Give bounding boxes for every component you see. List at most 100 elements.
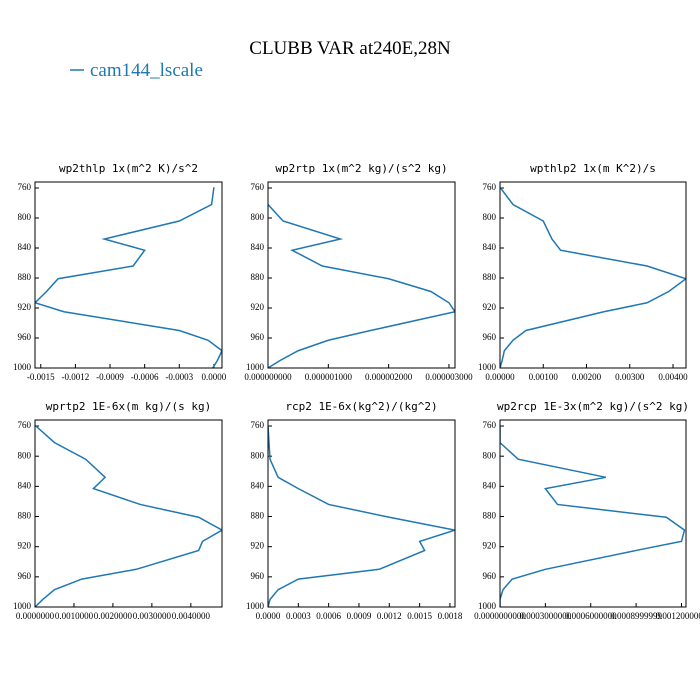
- x-tick-label: -0.0012: [62, 372, 90, 382]
- x-tick-label: 0.0000: [256, 611, 281, 621]
- x-tick-label: 0.000001000: [305, 372, 353, 382]
- panel-title: wprtp2 1E-6x(m kg)/(s kg): [46, 400, 212, 413]
- y-tick-label: 760: [251, 420, 265, 430]
- y-tick-label: 880: [18, 511, 32, 521]
- y-tick-label: 760: [18, 182, 32, 192]
- panel-title: wp2thlp 1x(m^2 K)/s^2: [59, 162, 198, 175]
- y-tick-label: 920: [18, 541, 32, 551]
- x-tick-label: 0.0012000001: [656, 611, 700, 621]
- x-tick-label: 0.00400: [658, 372, 688, 382]
- x-tick-label: 0.0009: [347, 611, 372, 621]
- y-tick-label: 840: [483, 242, 497, 252]
- y-tick-label: 920: [483, 541, 497, 551]
- panel: wp2rtp 1x(m^2 kg)/(s^2 kg) 760 800 840 880 92…: [244, 162, 473, 382]
- x-tick-label: 0.0006000000: [565, 611, 617, 621]
- x-tick-label: 0.00200: [572, 372, 602, 382]
- y-tick-label: 880: [251, 272, 265, 282]
- profile-line: [500, 425, 686, 607]
- y-tick-label: 800: [251, 212, 265, 222]
- x-tick-label: -0.0006: [131, 372, 159, 382]
- axes-frame: [34, 419, 223, 608]
- y-tick-label: 960: [483, 571, 497, 581]
- x-tick-label: 0.0020000: [94, 611, 133, 621]
- y-tick-label: 760: [483, 420, 497, 430]
- y-tick-label: 960: [251, 571, 265, 581]
- axes-frame: [34, 181, 223, 369]
- profile-line: [35, 187, 222, 368]
- y-tick-label: 840: [18, 480, 32, 490]
- panel-title: wp2rcp 1E-3x(m^2 kg)/(s^2 kg): [497, 400, 689, 413]
- panel: rcp2 1E-6x(kg^2)/(kg^2) 760 800 840 880 920 96…: [246, 400, 463, 621]
- axes-frame: [267, 181, 456, 369]
- profile-line: [500, 186, 686, 368]
- x-tick-label: 0.0000: [202, 372, 227, 382]
- x-tick-label: 0.0030000: [133, 611, 172, 621]
- y-tick-label: 760: [251, 182, 265, 192]
- x-tick-label: 0.0040000: [172, 611, 211, 621]
- x-tick-label: 0.0003000000: [519, 611, 571, 621]
- y-tick-label: 1000: [246, 601, 265, 611]
- y-tick-label: 760: [18, 420, 32, 430]
- y-tick-label: 920: [251, 302, 265, 312]
- x-tick-label: 0.0000000000: [474, 611, 526, 621]
- y-tick-label: 1000: [246, 362, 265, 372]
- x-tick-label: -0.0009: [96, 372, 124, 382]
- plot-area: [500, 425, 686, 607]
- axes-frame: [499, 181, 687, 369]
- y-tick-label: 1000: [478, 601, 497, 611]
- profile-line: [268, 203, 455, 368]
- y-tick-label: 960: [18, 571, 32, 581]
- x-tick-label: 0.000002000: [365, 372, 413, 382]
- x-tick-label: 0.0010000: [55, 611, 94, 621]
- y-tick-label: 920: [18, 302, 32, 312]
- y-tick-label: 880: [483, 272, 497, 282]
- y-tick-label: 800: [18, 212, 32, 222]
- axes-frame: [267, 419, 456, 608]
- y-tick-label: 880: [483, 511, 497, 521]
- panel-title: rcp2 1E-6x(kg^2)/(kg^2): [285, 400, 437, 413]
- profile-line: [268, 425, 455, 607]
- y-tick-label: 760: [483, 182, 497, 192]
- panel-title: wpthlp2 1x(m K^2)/s: [530, 162, 656, 175]
- x-tick-label: 0.00300: [615, 372, 645, 382]
- plot-area: [35, 187, 222, 368]
- x-tick-label: 0.00000: [485, 372, 515, 382]
- y-tick-label: 840: [251, 242, 265, 252]
- profile-line: [35, 424, 222, 607]
- plot-area: [268, 203, 455, 368]
- axes-frame: [499, 419, 687, 608]
- panel: wpthlp2 1x(m K^2)/s 760 800 840 880 920 960 100…: [478, 162, 688, 382]
- panel: wp2thlp 1x(m^2 K)/s^2 760 800 840 880 920 960 1…: [13, 162, 227, 382]
- x-tick-label: 0.000000000: [244, 372, 292, 382]
- y-tick-label: 800: [251, 450, 265, 460]
- x-tick-label: 0.0012: [377, 611, 402, 621]
- y-tick-label: 840: [251, 480, 265, 490]
- plot-area: [500, 186, 686, 368]
- y-tick-label: 880: [251, 511, 265, 521]
- y-tick-label: 960: [18, 332, 32, 342]
- y-tick-label: 800: [18, 450, 32, 460]
- y-tick-label: 920: [483, 302, 497, 312]
- x-tick-label: 0.0018: [438, 611, 463, 621]
- y-tick-label: 800: [483, 450, 497, 460]
- y-tick-label: 1000: [13, 601, 32, 611]
- y-tick-label: 960: [251, 332, 265, 342]
- plot-area: [35, 424, 222, 607]
- y-tick-label: 880: [18, 272, 32, 282]
- x-tick-label: -0.0015: [27, 372, 55, 382]
- x-tick-label: 0.0008999999: [610, 611, 662, 621]
- y-tick-label: 1000: [13, 362, 32, 372]
- x-tick-label: 0.0003: [286, 611, 311, 621]
- y-tick-label: 1000: [478, 362, 497, 372]
- x-tick-label: 0.0006: [316, 611, 341, 621]
- y-tick-label: 800: [483, 212, 497, 222]
- x-tick-label: -0.0003: [165, 372, 193, 382]
- x-tick-label: 0.0015: [407, 611, 432, 621]
- y-tick-label: 960: [483, 332, 497, 342]
- x-tick-label: 0.00100: [529, 372, 559, 382]
- y-tick-label: 840: [18, 242, 32, 252]
- legend-label: cam144_lscale: [90, 60, 203, 81]
